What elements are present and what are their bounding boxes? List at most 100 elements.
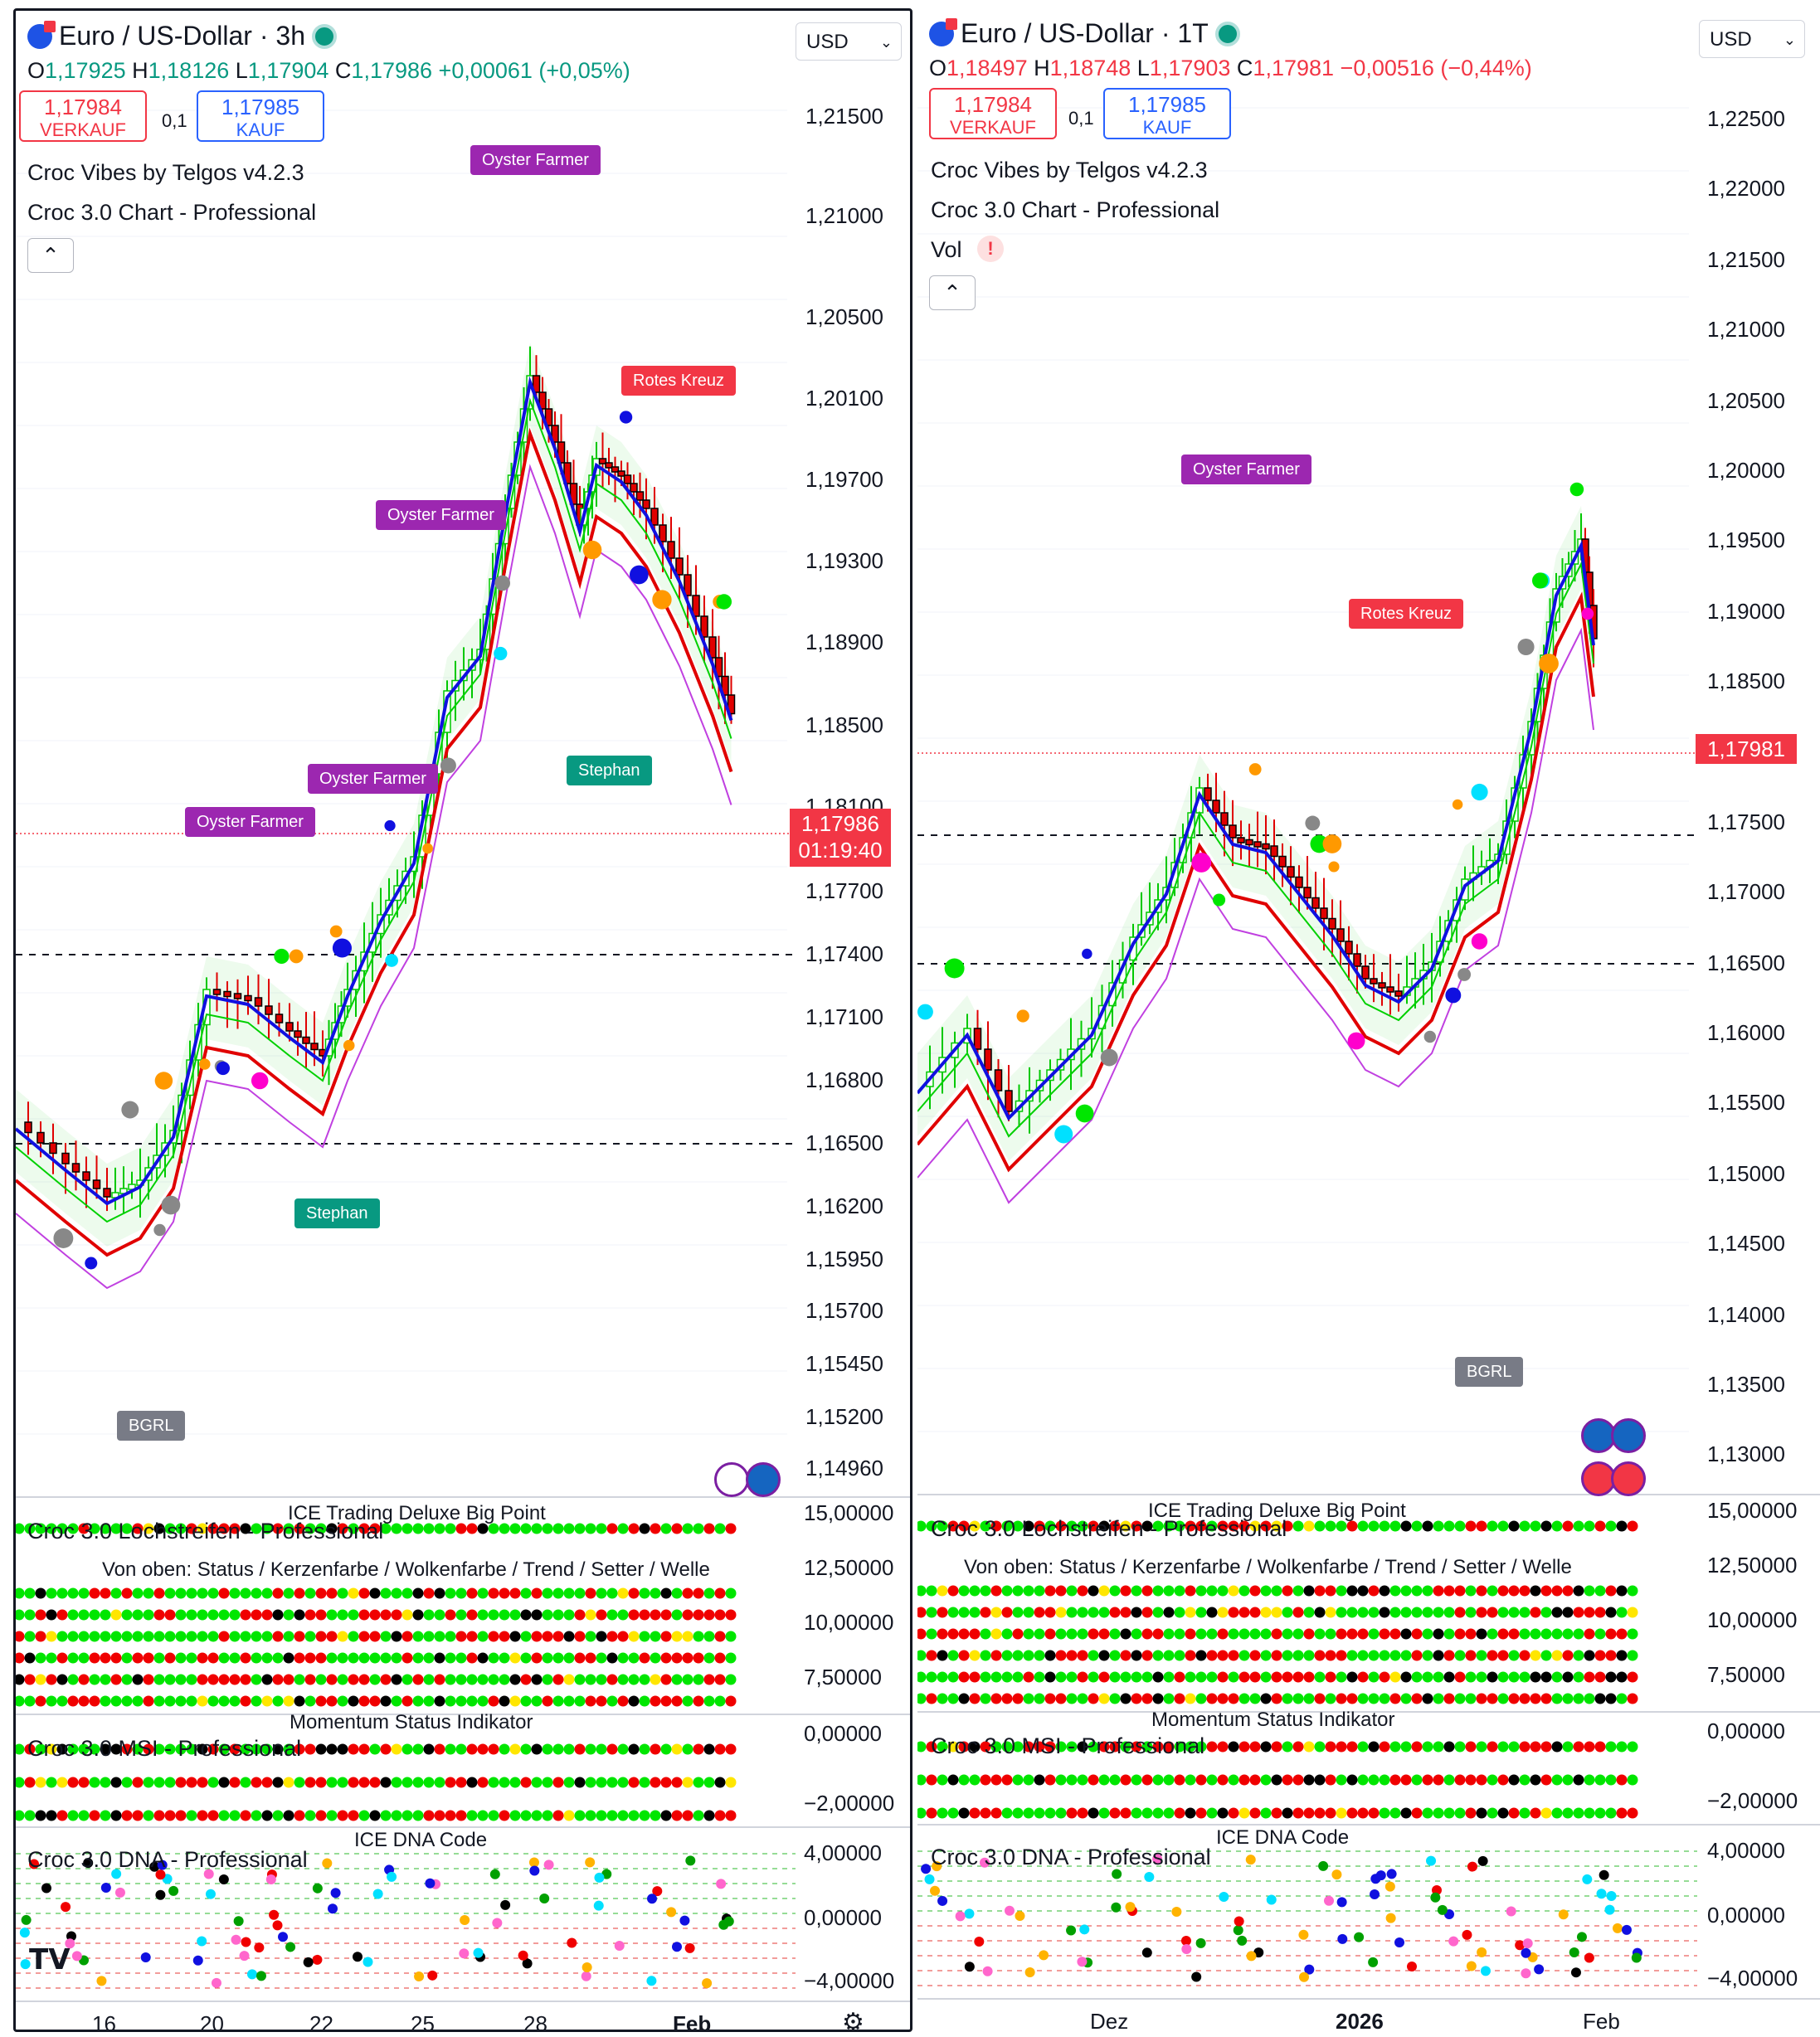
- status-dot: [110, 1652, 122, 1664]
- status-dot: [164, 1777, 176, 1788]
- status-dot: [326, 1743, 338, 1755]
- status-dot: [1454, 1671, 1466, 1683]
- status-dot: [1088, 1585, 1099, 1597]
- status-dot: [542, 1777, 553, 1788]
- status-dot: [1282, 1807, 1293, 1819]
- tradingview-logo-icon[interactable]: 𝗧𝗩: [29, 1944, 71, 1976]
- status-dot: [1249, 1650, 1261, 1661]
- status-dot: [218, 1674, 230, 1685]
- signal-tag[interactable]: Oyster Farmer: [470, 145, 601, 175]
- indicator-croc-chart[interactable]: Croc 3.0 Chart - Professional: [27, 200, 317, 225]
- status-dot: [1400, 1774, 1412, 1786]
- status-dot: [1487, 1607, 1498, 1618]
- status-dot: [132, 1777, 144, 1788]
- signal-tag[interactable]: Stephan: [567, 756, 652, 785]
- status-dot: [24, 1743, 36, 1755]
- currency-select[interactable]: USD ⌄: [1699, 20, 1805, 58]
- lightning-icon[interactable]: [714, 1462, 749, 1497]
- indicator-volume[interactable]: Vol: [931, 237, 962, 262]
- subpane-title[interactable]: Croc 3.0 MSI - Professional: [931, 1733, 1205, 1758]
- price-axis-label: 1,18500: [805, 712, 883, 737]
- buy-button[interactable]: 1,17985 KAUF: [197, 90, 324, 142]
- indicator-croc-vibes[interactable]: Croc Vibes by Telgos v4.2.3: [27, 160, 304, 185]
- sell-button[interactable]: 1,17984 VERKAUF: [19, 90, 147, 142]
- candle-body: [544, 408, 553, 426]
- status-dot: [337, 1587, 348, 1599]
- signal-tag[interactable]: Oyster Farmer: [376, 500, 506, 530]
- candle-body: [623, 474, 632, 484]
- status-dot: [1519, 1607, 1530, 1618]
- status-dot: [466, 1609, 478, 1621]
- status-dot: [937, 1807, 948, 1819]
- status-dot: [585, 1674, 596, 1685]
- chart-pane-right[interactable]: Euro / US-Dollar · 1T O1,18497 H1,18748 …: [917, 8, 1820, 2032]
- status-dot: [542, 1810, 553, 1821]
- subpane-axis-label: −2,00000: [804, 1791, 895, 1816]
- us-event-icon[interactable]: [1611, 1461, 1646, 1496]
- dna-dot: [528, 1857, 539, 1868]
- signal-tag[interactable]: Oyster Farmer: [1181, 455, 1311, 484]
- status-dot: [466, 1523, 478, 1534]
- status-dot: [283, 1652, 294, 1664]
- status-dot: [552, 1674, 564, 1685]
- status-dot: [1336, 1807, 1347, 1819]
- collapse-indicators-button[interactable]: ⌃: [929, 275, 976, 310]
- status-dot: [100, 1695, 111, 1707]
- signal-tag[interactable]: Rotes Kreuz: [621, 366, 737, 396]
- status-dot: [563, 1743, 575, 1755]
- warning-icon[interactable]: !: [977, 236, 1004, 262]
- status-dot: [391, 1609, 402, 1621]
- signal-tag[interactable]: Stephan: [294, 1198, 380, 1228]
- collapse-indicators-button[interactable]: ⌃: [27, 238, 74, 273]
- status-dot: [1584, 1807, 1595, 1819]
- sell-button[interactable]: 1,17984 VERKAUF: [929, 88, 1057, 139]
- status-dot: [294, 1523, 305, 1534]
- status-dot: [1238, 1585, 1250, 1597]
- status-dot: [1465, 1807, 1477, 1819]
- status-dot: [218, 1810, 230, 1821]
- status-dot: [1400, 1741, 1412, 1753]
- currency-select[interactable]: USD ⌄: [796, 22, 902, 61]
- buy-button[interactable]: 1,17985 KAUF: [1103, 88, 1231, 139]
- status-dot: [1055, 1520, 1067, 1532]
- signal-tag[interactable]: Oyster Farmer: [185, 807, 315, 837]
- subpane-title[interactable]: Croc 3.0 Lochstreifen - Professional: [931, 1516, 1287, 1541]
- euro-event-icon[interactable]: [1611, 1418, 1646, 1453]
- status-dot: [348, 1777, 359, 1788]
- indicator-croc-vibes[interactable]: Croc Vibes by Telgos v4.2.3: [931, 158, 1208, 182]
- candle-body: [302, 1036, 310, 1044]
- subpane-title[interactable]: Croc 3.0 Lochstreifen - Professional: [27, 1519, 384, 1544]
- dna-dot: [460, 1914, 470, 1925]
- status-dot: [1303, 1650, 1315, 1661]
- status-dot: [1540, 1671, 1552, 1683]
- subpane-title[interactable]: Croc 3.0 DNA - Professional: [27, 1847, 308, 1872]
- settings-gear-icon[interactable]: ⚙: [842, 2009, 864, 2032]
- status-dot: [16, 1631, 25, 1642]
- symbol-title[interactable]: Euro / US-Dollar · 1T: [961, 18, 1209, 48]
- signal-tag[interactable]: Rotes Kreuz: [1349, 599, 1464, 629]
- chart-pane-left[interactable]: Euro / US-Dollar · 3h O1,17925 H1,18126 …: [13, 8, 912, 2032]
- signal-tag[interactable]: BGRL: [1455, 1357, 1524, 1387]
- status-dot: [1292, 1741, 1304, 1753]
- subpane-title[interactable]: Croc 3.0 DNA - Professional: [931, 1845, 1211, 1869]
- dna-dot: [387, 1871, 397, 1882]
- dna-dot: [269, 1909, 280, 1920]
- status-dot: [606, 1587, 618, 1599]
- price-chart-right[interactable]: [917, 8, 1820, 2032]
- status-dot: [100, 1674, 111, 1685]
- euro-event-icon[interactable]: [746, 1462, 781, 1497]
- symbol-title[interactable]: Euro / US-Dollar · 3h: [59, 21, 305, 51]
- signal-tag[interactable]: BGRL: [117, 1411, 186, 1441]
- indicator-croc-chart[interactable]: Croc 3.0 Chart - Professional: [931, 197, 1220, 222]
- subpane-title[interactable]: Croc 3.0 MSI - Professional: [27, 1736, 302, 1761]
- status-dot: [1131, 1650, 1142, 1661]
- price-chart-left[interactable]: [16, 11, 910, 2032]
- status-dot: [542, 1695, 553, 1707]
- status-dot: [35, 1743, 46, 1755]
- status-dot: [499, 1743, 510, 1755]
- price-axis-label: 1,16000: [1707, 1020, 1785, 1045]
- status-dot: [947, 1741, 959, 1753]
- signal-tag[interactable]: Oyster Farmer: [308, 764, 438, 794]
- status-dot: [56, 1674, 68, 1685]
- status-dot: [725, 1674, 737, 1685]
